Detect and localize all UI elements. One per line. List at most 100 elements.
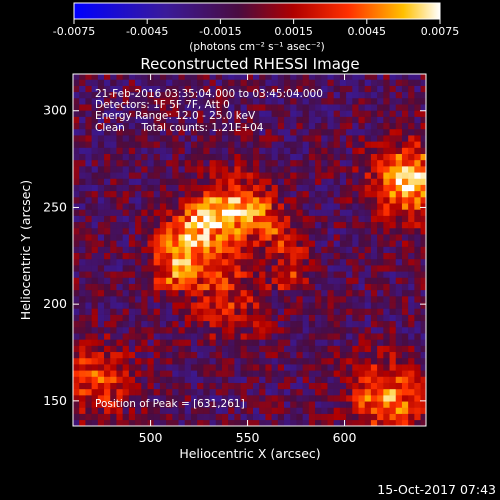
heatmap-cell bbox=[389, 240, 397, 247]
heatmap-cell bbox=[203, 302, 210, 309]
heatmap-cell bbox=[290, 252, 297, 260]
heatmap-cell bbox=[395, 364, 403, 371]
heatmap-cell bbox=[97, 419, 105, 426]
heatmap-cell bbox=[383, 364, 390, 371]
heatmap-cell bbox=[190, 296, 198, 303]
heatmap-cell bbox=[265, 308, 272, 315]
heatmap-cell bbox=[122, 91, 130, 99]
heatmap-cell bbox=[135, 141, 142, 148]
heatmap-cell bbox=[228, 277, 235, 284]
heatmap-cell bbox=[252, 339, 260, 346]
heatmap-cell bbox=[122, 370, 130, 377]
heatmap-cell bbox=[364, 333, 372, 340]
heatmap-cell bbox=[215, 252, 223, 260]
heatmap-cell bbox=[252, 265, 260, 272]
heatmap-cell bbox=[414, 382, 421, 390]
heatmap-cell bbox=[346, 401, 353, 408]
heatmap-cell bbox=[395, 91, 403, 99]
heatmap-cell bbox=[395, 388, 403, 396]
heatmap-cell bbox=[97, 159, 105, 167]
heatmap-cell bbox=[122, 351, 130, 359]
heatmap-cell bbox=[209, 85, 217, 93]
heatmap-cell bbox=[315, 382, 322, 390]
heatmap-cell bbox=[358, 116, 366, 124]
heatmap-cell bbox=[246, 333, 254, 340]
heatmap-cell bbox=[85, 240, 92, 247]
heatmap-cell bbox=[178, 320, 186, 328]
heatmap-cell bbox=[141, 153, 148, 161]
heatmap-cell bbox=[284, 395, 291, 402]
heatmap-cell bbox=[221, 147, 229, 154]
heatmap-cell bbox=[284, 314, 291, 322]
heatmap-cell bbox=[73, 141, 80, 148]
heatmap-cell bbox=[97, 296, 105, 303]
heatmap-cell bbox=[234, 388, 241, 396]
heatmap-cell bbox=[358, 382, 366, 390]
heatmap-cell bbox=[333, 74, 341, 80]
heatmap-cell bbox=[221, 221, 229, 229]
heatmap-cell bbox=[79, 326, 86, 334]
heatmap-cell bbox=[91, 376, 99, 383]
heatmap-cell bbox=[420, 184, 426, 192]
heatmap-cell bbox=[308, 240, 316, 247]
heatmap-cell bbox=[259, 85, 266, 93]
heatmap-cell bbox=[85, 190, 92, 198]
heatmap-cell bbox=[290, 122, 297, 130]
heatmap-cell bbox=[284, 364, 291, 371]
heatmap-cell bbox=[135, 370, 142, 377]
heatmap-cell bbox=[308, 258, 316, 266]
heatmap-cell bbox=[339, 178, 347, 185]
heatmap-cell bbox=[172, 135, 179, 142]
heatmap-cell bbox=[240, 314, 248, 322]
heatmap-cell bbox=[339, 197, 347, 204]
heatmap-cell bbox=[308, 116, 316, 124]
heatmap-cell bbox=[414, 345, 421, 353]
heatmap-cell bbox=[178, 104, 186, 111]
heatmap-cell bbox=[364, 172, 372, 179]
heatmap-cell bbox=[358, 296, 366, 303]
heatmap-cell bbox=[364, 302, 372, 309]
heatmap-cell bbox=[73, 85, 80, 93]
heatmap-cell bbox=[364, 85, 372, 93]
heatmap-cell bbox=[265, 333, 272, 340]
heatmap-cell bbox=[209, 413, 217, 421]
heatmap-cell bbox=[122, 135, 130, 142]
heatmap-cell bbox=[420, 79, 426, 86]
heatmap-cell bbox=[97, 382, 105, 390]
heatmap-cell bbox=[315, 320, 322, 328]
heatmap-cell bbox=[153, 234, 161, 241]
heatmap-cell bbox=[190, 234, 198, 241]
heatmap-cell bbox=[321, 265, 328, 272]
heatmap-cell bbox=[389, 166, 397, 173]
heatmap-cell bbox=[128, 147, 136, 154]
heatmap-cell bbox=[389, 258, 397, 266]
heatmap-cell bbox=[395, 197, 403, 204]
heatmap-cell bbox=[346, 252, 353, 260]
heatmap-cell bbox=[252, 401, 260, 408]
heatmap-cell bbox=[172, 283, 179, 291]
heatmap-cell bbox=[321, 135, 328, 142]
heatmap-cell bbox=[215, 79, 223, 86]
heatmap-cell bbox=[346, 388, 353, 396]
heatmap-cell bbox=[315, 289, 322, 297]
heatmap-cell bbox=[128, 339, 136, 346]
heatmap-cell bbox=[228, 271, 235, 278]
heatmap-cell bbox=[290, 74, 297, 80]
heatmap-cell bbox=[166, 265, 173, 272]
heatmap-cell bbox=[135, 184, 142, 192]
heatmap-cell bbox=[135, 135, 142, 142]
heatmap-cell bbox=[221, 110, 229, 117]
heatmap-cell bbox=[377, 153, 384, 161]
heatmap-cell bbox=[184, 351, 192, 359]
heatmap-cell bbox=[122, 320, 130, 328]
heatmap-cell bbox=[197, 227, 204, 235]
heatmap-cell bbox=[265, 116, 272, 124]
heatmap-cell bbox=[302, 258, 310, 266]
heatmap-cell bbox=[228, 153, 235, 161]
heatmap-cell bbox=[197, 215, 204, 223]
heatmap-cell bbox=[153, 413, 161, 421]
heatmap-cell bbox=[252, 221, 260, 229]
heatmap-cell bbox=[308, 419, 316, 426]
heatmap-cell bbox=[333, 190, 341, 198]
heatmap-cell bbox=[147, 382, 154, 390]
